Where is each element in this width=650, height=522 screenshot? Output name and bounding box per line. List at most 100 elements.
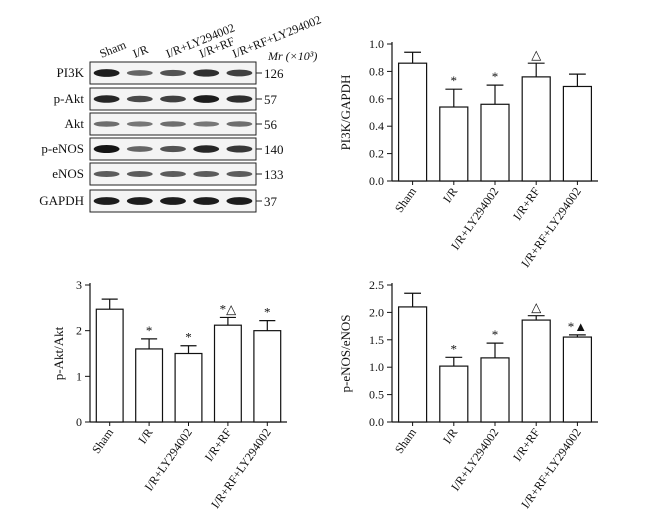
pi3k-gapdh-bar-chart: 0.0 0.2 0.4 0.6 0.8 1.0 PI3K/GAPDH Sham * I/R * I/R… xyxy=(338,37,598,270)
blot-band xyxy=(160,171,186,177)
blot-band xyxy=(226,121,253,127)
blot-band xyxy=(93,69,120,77)
y-axis-label: p-Akt/Akt xyxy=(51,326,66,380)
blot-band xyxy=(93,95,120,103)
blot-protein-label: p-Akt xyxy=(54,91,85,106)
y-tick-label: 0.6 xyxy=(369,92,384,106)
blot-lane-label: Sham xyxy=(97,37,128,60)
blot-band xyxy=(126,121,153,127)
bar xyxy=(95,308,124,423)
significance-marker: * xyxy=(451,73,458,88)
blot-band xyxy=(226,69,253,77)
bar xyxy=(135,348,164,423)
significance-marker: *△ xyxy=(220,301,237,316)
blot-band xyxy=(193,197,220,205)
y-tick-label: 0.8 xyxy=(369,64,384,78)
x-tick-label: Sham xyxy=(392,425,420,456)
bar xyxy=(480,357,510,423)
blot-band xyxy=(160,121,186,127)
bar xyxy=(174,352,203,423)
y-axis-label: PI3K/GAPDH xyxy=(338,75,353,151)
significance-marker: * xyxy=(264,305,271,320)
mw-label: 37 xyxy=(264,194,278,209)
blot-band xyxy=(193,121,220,127)
y-tick-label: 0.5 xyxy=(369,388,384,402)
blot-protein-label: eNOS xyxy=(52,166,84,181)
blot-band xyxy=(193,145,220,153)
blot-band xyxy=(193,171,220,177)
significance-marker: * xyxy=(492,327,499,342)
y-tick-label: 1 xyxy=(76,369,82,383)
bar xyxy=(397,306,428,423)
blot-band xyxy=(160,197,186,205)
blot-protein-label: GAPDH xyxy=(39,193,84,208)
y-tick-label: 2 xyxy=(76,324,82,338)
x-tick-label: I/R+RF xyxy=(202,425,235,463)
y-tick-label: 0.4 xyxy=(369,119,384,133)
blot-band xyxy=(126,70,153,76)
bar xyxy=(521,319,551,423)
blot-band xyxy=(226,171,253,177)
bar xyxy=(439,365,469,423)
mw-label: 126 xyxy=(264,66,284,81)
blot-band xyxy=(126,197,153,205)
bar xyxy=(253,330,282,423)
peNOS-enos-bar-chart: 0.0 0.5 1.0 1.5 2.0 2.5 p-eNOS/eNOS Sham * I/R * I/… xyxy=(338,278,598,511)
blot-band xyxy=(226,95,253,103)
y-tick-label: 3 xyxy=(76,278,82,292)
mr-label: Mr (×10³) xyxy=(267,49,317,63)
bar xyxy=(521,76,551,182)
x-tick-label: I/R+RF xyxy=(510,184,543,222)
x-tick-label: Sham xyxy=(89,425,117,456)
x-tick-label: I/R xyxy=(135,426,155,447)
western-blot-panel: Sham I/R I/R+LY294002I/R+RFI/R+RF+LY294002… xyxy=(39,12,323,213)
y-axis-label: p-eNOS/eNOS xyxy=(338,315,353,393)
pakt-akt-bar-chart: 0123p-Akt/AktSham*I/R*I/R+LY294002*△I/R+… xyxy=(51,278,287,511)
blot-band xyxy=(193,95,220,103)
significance-marker: △ xyxy=(531,47,541,62)
significance-marker: * xyxy=(451,341,458,356)
blot-band xyxy=(126,146,153,152)
blot-band xyxy=(226,197,253,205)
x-tick-label: I/R xyxy=(440,426,460,447)
significance-marker: *▲ xyxy=(568,319,587,334)
y-tick-label: 2.0 xyxy=(369,305,384,319)
blot-band xyxy=(126,95,153,103)
y-tick-label: 2.5 xyxy=(369,278,384,292)
mw-label: 133 xyxy=(264,167,284,182)
significance-marker: * xyxy=(185,330,192,345)
x-tick-label: I/R xyxy=(440,185,460,206)
mw-label: 140 xyxy=(264,142,284,157)
y-tick-label: 1.0 xyxy=(369,360,384,374)
mw-label: 57 xyxy=(264,92,278,107)
blot-band xyxy=(226,145,253,153)
significance-marker: * xyxy=(146,323,153,338)
blot-band xyxy=(160,69,186,77)
y-tick-label: 0.0 xyxy=(369,174,384,188)
bar xyxy=(562,85,593,182)
significance-marker: △ xyxy=(531,300,541,315)
mw-label: 56 xyxy=(264,117,278,132)
y-tick-label: 0.2 xyxy=(369,147,384,161)
y-tick-label: 0 xyxy=(76,415,82,429)
blot-protein-label: Akt xyxy=(65,116,85,131)
blot-band xyxy=(160,95,186,103)
bar xyxy=(439,106,469,182)
y-tick-label: 0.0 xyxy=(369,415,384,429)
blot-band xyxy=(93,197,120,205)
blot-protein-label: PI3K xyxy=(57,65,85,80)
bar xyxy=(480,103,510,182)
x-tick-label: I/R+RF xyxy=(510,425,543,463)
bar xyxy=(397,62,428,182)
blot-band xyxy=(126,171,153,177)
y-tick-label: 1.5 xyxy=(369,333,384,347)
blot-band xyxy=(93,145,120,153)
blot-protein-label: p-eNOS xyxy=(41,141,84,156)
blot-band xyxy=(160,145,186,153)
blot-lane-label: I/R xyxy=(131,42,150,61)
blot-band xyxy=(193,69,220,77)
x-tick-label: Sham xyxy=(392,184,420,215)
y-tick-label: 1.0 xyxy=(369,37,384,51)
significance-marker: * xyxy=(492,69,499,84)
